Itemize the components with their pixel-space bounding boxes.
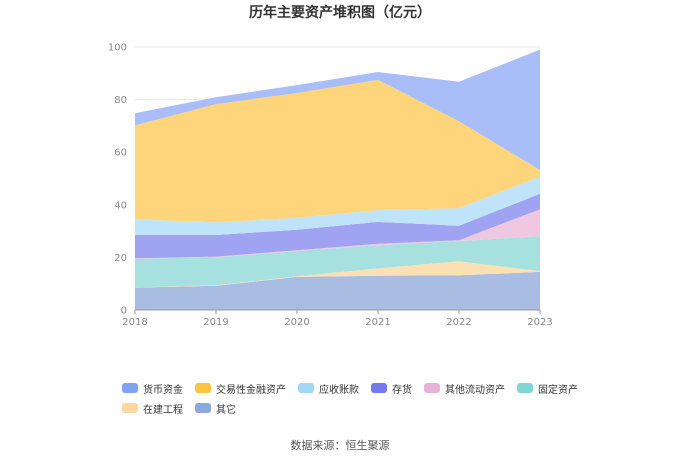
legend-swatch xyxy=(517,383,533,393)
y-tick-label: 0 xyxy=(121,306,127,317)
y-tick-label: 20 xyxy=(114,253,127,264)
legend-label: 在建工程 xyxy=(143,404,183,416)
legend: 货币资金 交易性金融资产 应收账款 存货 其他流动资产 固定资产 在建工程 其它 xyxy=(122,378,578,418)
legend-item[interactable]: 货币资金 xyxy=(122,381,183,396)
x-tick-label: 2020 xyxy=(284,317,309,328)
legend-swatch xyxy=(195,403,211,413)
y-tick-label: 100 xyxy=(108,43,127,54)
area-货币资金 xyxy=(135,49,540,171)
data-source-note: 数据来源：恒生聚源 xyxy=(290,439,390,452)
chart-title: 历年主要资产堆积图（亿元） xyxy=(249,5,431,21)
area-存货 xyxy=(135,193,540,259)
legend-swatch xyxy=(122,383,138,393)
x-tick-label: 2018 xyxy=(122,317,147,328)
x-tick-label: 2019 xyxy=(203,317,228,328)
legend-label: 存货 xyxy=(392,384,412,396)
legend-label: 其他流动资产 xyxy=(445,384,505,396)
x-tick-label: 2022 xyxy=(446,317,471,328)
legend-row: 货币资金 交易性金融资产 应收账款 存货 其他流动资产 固定资产 xyxy=(122,378,578,398)
legend-label: 固定资产 xyxy=(538,384,578,396)
legend-item[interactable]: 存货 xyxy=(371,381,412,396)
stacked-area-chart: 0 20 40 60 80 100 2018 2019 2020 2021 2022 2023 xyxy=(108,43,553,329)
area-固定资产 xyxy=(135,236,540,288)
area-series xyxy=(135,49,540,310)
legend-swatch xyxy=(298,383,314,393)
legend-label: 其它 xyxy=(216,404,236,416)
axes: 0 20 40 60 80 100 2018 2019 2020 2021 2022 2023 xyxy=(108,43,553,329)
x-tick-label: 2023 xyxy=(527,317,552,328)
legend-item[interactable]: 固定资产 xyxy=(517,381,578,396)
y-tick-label: 60 xyxy=(114,148,127,159)
legend-label: 交易性金融资产 xyxy=(216,384,286,396)
legend-swatch xyxy=(195,383,211,393)
area-其它 xyxy=(135,271,540,310)
legend-item[interactable]: 在建工程 xyxy=(122,401,183,416)
legend-item[interactable]: 其它 xyxy=(195,401,236,416)
legend-label: 货币资金 xyxy=(143,384,183,396)
x-tick-label: 2021 xyxy=(365,317,390,328)
legend-item[interactable]: 应收账款 xyxy=(298,381,359,396)
legend-item[interactable]: 交易性金融资产 xyxy=(195,381,286,396)
area-交易性金融资产 xyxy=(135,79,540,223)
legend-swatch xyxy=(122,403,138,413)
legend-swatch xyxy=(371,383,387,393)
legend-swatch xyxy=(424,383,440,393)
legend-item[interactable]: 其他流动资产 xyxy=(424,381,505,396)
legend-row: 在建工程 其它 xyxy=(122,398,572,418)
y-tick-label: 40 xyxy=(114,200,127,211)
area-在建工程 xyxy=(135,261,540,288)
area-应收账款 xyxy=(135,176,540,235)
y-tick-label: 80 xyxy=(114,95,127,106)
legend-label: 应收账款 xyxy=(319,384,359,396)
